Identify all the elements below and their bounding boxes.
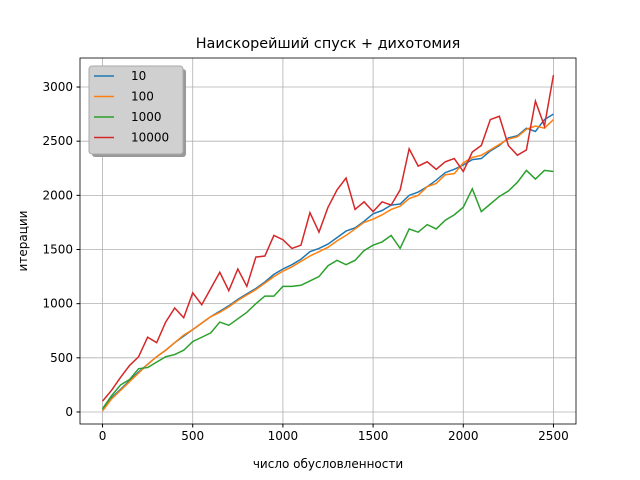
y-tick-label: 2000 (42, 188, 73, 202)
x-tick-label: 2000 (448, 429, 479, 443)
y-tick-label: 0 (65, 405, 73, 419)
y-tick-label: 1500 (42, 243, 73, 257)
x-tick-label: 1500 (358, 429, 389, 443)
x-axis-label: число обусловленности (253, 457, 403, 471)
series-line (101, 118, 554, 412)
series-line (101, 169, 554, 410)
legend-label: 10000 (131, 131, 169, 145)
legend-box (88, 65, 184, 155)
x-tick-label: 0 (99, 429, 107, 443)
y-tick-label: 500 (50, 351, 73, 365)
x-tick-label: 1000 (268, 429, 299, 443)
y-tick-label: 2500 (42, 134, 73, 148)
chart-title: Наискорейший спуск + дихотомия (196, 36, 461, 52)
y-axis-label: итерации (16, 211, 30, 272)
legend-label: 1000 (131, 110, 162, 124)
legend-label: 100 (131, 90, 154, 104)
plot-frame (79, 57, 577, 425)
y-tick-label: 1000 (42, 297, 73, 311)
y-tick-label: 3000 (42, 80, 73, 94)
legend-label: 10 (131, 69, 146, 83)
x-tick-label: 2500 (538, 429, 569, 443)
x-tick-label: 500 (181, 429, 204, 443)
series-line (101, 113, 554, 411)
series-line (101, 74, 555, 402)
